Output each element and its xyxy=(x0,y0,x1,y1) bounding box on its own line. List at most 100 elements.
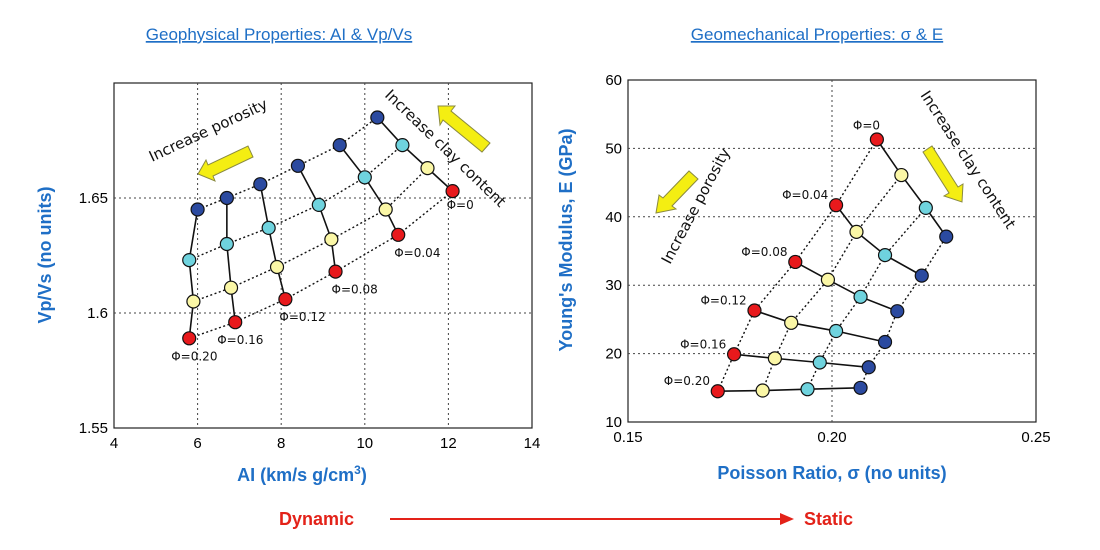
data-point xyxy=(812,355,827,370)
porosity-series-line xyxy=(226,198,237,323)
flow-label-dynamic: Dynamic xyxy=(279,509,354,529)
flow-label-static: Static xyxy=(804,509,853,529)
x-axis-title-left: AI (km/s g/cm3) xyxy=(237,463,367,485)
data-point xyxy=(918,200,933,216)
porosity-series-line xyxy=(754,309,886,343)
data-point xyxy=(869,132,884,147)
data-point xyxy=(261,220,276,235)
clay-arrow-right-icon xyxy=(922,145,964,203)
x-tick-label: 0.15 xyxy=(613,429,642,446)
porosity-arrow-right-icon xyxy=(655,170,699,214)
flow-arrowhead-icon xyxy=(780,513,794,525)
porosity-label: Φ=0.08 xyxy=(741,245,787,259)
data-point xyxy=(182,253,197,268)
chart-geomechanical: Geomechanical Properties: σ & E 0.15 0.20… xyxy=(556,25,1051,483)
x-tick-label: 0.20 xyxy=(817,429,846,446)
clay-column-line xyxy=(189,190,454,339)
data-point xyxy=(894,167,909,183)
chart-geophysical: Geophysical Properties: AI & Vp/Vs 4 6 8 10… xyxy=(35,25,540,485)
porosity-series-line xyxy=(876,139,947,238)
data-point xyxy=(755,383,770,398)
data-point xyxy=(186,294,201,309)
data-point xyxy=(328,264,343,279)
porosity-labels-right: Φ=0.20 Φ=0.16 Φ=0.12 Φ=0.08 Φ=0.04 Φ=0 xyxy=(664,119,880,389)
data-point xyxy=(370,110,385,125)
y-tick-label: 1.65 xyxy=(79,190,108,207)
porosity-series-line xyxy=(297,165,337,272)
porosity-label: Φ=0 xyxy=(447,198,474,212)
data-point xyxy=(311,197,326,212)
porosity-series-line xyxy=(794,261,898,312)
x-ticks-right: 0.15 0.20 0.25 xyxy=(613,429,1050,446)
data-point xyxy=(788,254,803,270)
porosity-series-line xyxy=(376,116,454,192)
data-point xyxy=(828,323,844,339)
data-point xyxy=(726,347,742,362)
y-tick-label: 50 xyxy=(605,140,622,157)
clay-column-line xyxy=(717,139,878,392)
chart-title-geomechanical[interactable]: Geomechanical Properties: σ & E xyxy=(691,25,943,44)
y-tick-label: 40 xyxy=(605,209,622,226)
x-tick-label: 8 xyxy=(277,435,285,452)
x-axis-title-right: Poisson Ratio, σ (no units) xyxy=(717,463,946,483)
data-point xyxy=(357,170,372,185)
porosity-label: Φ=0.12 xyxy=(279,310,325,324)
data-points-right xyxy=(710,132,954,399)
data-point xyxy=(290,158,306,173)
data-point xyxy=(324,232,339,247)
x-tick-label: 4 xyxy=(110,435,118,452)
data-point xyxy=(849,224,864,239)
porosity-series-line xyxy=(339,144,399,236)
porosity-label: Φ=0.20 xyxy=(171,349,217,363)
data-point xyxy=(800,382,815,397)
data-points-left xyxy=(182,110,460,346)
porosity-series-line xyxy=(733,353,869,369)
data-point xyxy=(223,280,239,295)
data-point xyxy=(853,289,868,304)
clay-arrow-left-icon xyxy=(437,105,491,153)
data-point xyxy=(378,202,393,217)
porosity-arrow-left-icon xyxy=(197,145,254,182)
data-point xyxy=(861,360,876,375)
data-point xyxy=(877,334,893,350)
data-point xyxy=(828,198,844,213)
clay-column-line xyxy=(188,144,403,261)
data-point xyxy=(747,303,762,318)
porosity-series-line xyxy=(259,184,287,300)
dynamic-static-flow: Dynamic Static xyxy=(279,509,853,529)
x-tick-label: 10 xyxy=(356,435,373,452)
data-point xyxy=(710,384,725,399)
porosity-label: Φ=0.16 xyxy=(217,333,263,347)
data-point xyxy=(253,177,268,192)
porosity-label: Φ=0.12 xyxy=(700,294,746,308)
x-tick-label: 12 xyxy=(440,435,457,452)
data-point xyxy=(877,248,893,263)
y-tick-label: 1.55 xyxy=(79,420,108,437)
porosity-label: Φ=0.20 xyxy=(664,374,710,388)
y-tick-label: 10 xyxy=(605,414,622,431)
data-point xyxy=(914,268,929,283)
porosity-label: Φ=0.08 xyxy=(332,283,378,297)
chart-title-geophysical[interactable]: Geophysical Properties: AI & Vp/Vs xyxy=(146,25,412,44)
porosity-label: Φ=0.04 xyxy=(782,188,828,202)
y-tick-label: 60 xyxy=(605,72,622,89)
porosity-label: Φ=0.04 xyxy=(394,246,440,260)
data-point xyxy=(391,227,406,242)
porosity-series-line xyxy=(835,204,923,277)
data-point xyxy=(939,229,954,244)
data-point xyxy=(190,202,205,217)
data-point xyxy=(332,138,347,153)
data-point xyxy=(182,331,197,346)
clay-column-line xyxy=(197,116,378,211)
data-point xyxy=(420,161,435,176)
porosity-label: Φ=0 xyxy=(853,119,880,133)
y-axis-title-right: Young's Modulus, E (GPa) xyxy=(556,129,576,352)
data-point xyxy=(278,292,293,307)
data-point xyxy=(767,351,782,366)
plot-area-left xyxy=(113,82,533,429)
data-point xyxy=(395,138,410,153)
porosity-label: Φ=0.16 xyxy=(680,337,726,351)
y-ticks-right: 10 20 30 40 50 60 xyxy=(605,72,622,431)
data-point xyxy=(445,184,460,199)
